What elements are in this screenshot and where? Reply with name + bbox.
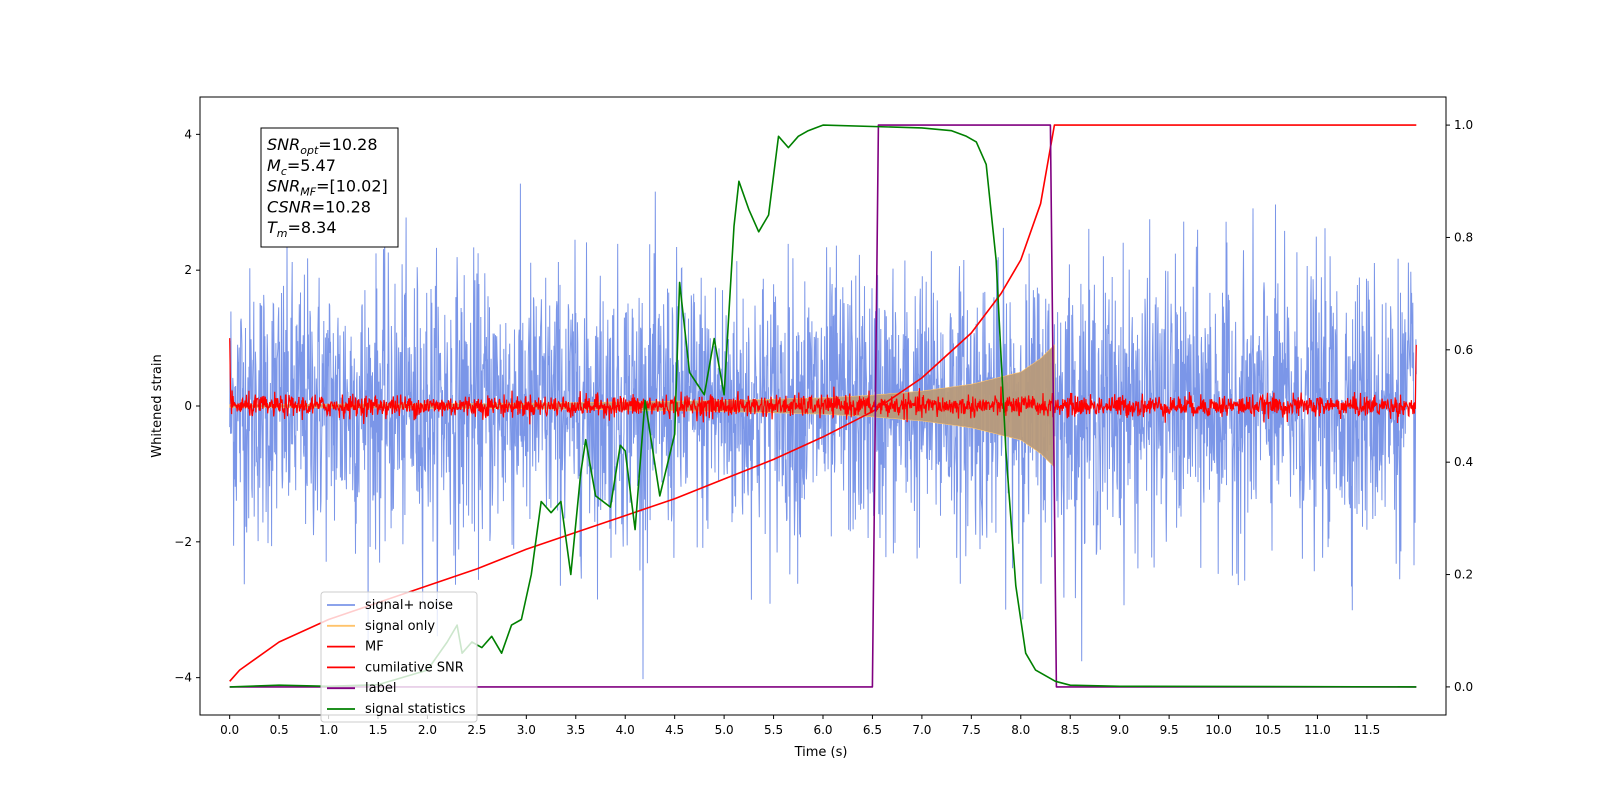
y-right-tick-label: 0.6 xyxy=(1454,343,1473,357)
y-left-tick-label: −2 xyxy=(174,535,192,549)
legend-label: MF xyxy=(365,640,384,655)
legend-label: signal only xyxy=(365,619,435,634)
x-tick-label: 3.0 xyxy=(517,723,536,737)
x-tick-label: 2.0 xyxy=(418,723,437,737)
x-tick-label: 11.0 xyxy=(1304,723,1331,737)
y-right-tick-label: 0.0 xyxy=(1454,680,1473,694)
y-right-tick-label: 0.2 xyxy=(1454,568,1473,582)
x-tick-label: 8.0 xyxy=(1011,723,1030,737)
x-tick-label: 1.5 xyxy=(368,723,387,737)
x-tick-label: 0.5 xyxy=(270,723,289,737)
annotation-line: SNRopt=10.28 xyxy=(267,135,378,157)
x-tick-label: 4.0 xyxy=(616,723,635,737)
x-tick-label: 7.0 xyxy=(912,723,931,737)
legend-label: label xyxy=(365,681,396,696)
y-axis-label: Whitened strain xyxy=(150,354,165,457)
legend-label: cumilative SNR xyxy=(365,660,464,675)
y-left-tick-label: 4 xyxy=(184,127,192,141)
x-tick-label: 10.5 xyxy=(1255,723,1282,737)
x-tick-label: 8.5 xyxy=(1061,723,1080,737)
x-tick-label: 9.5 xyxy=(1160,723,1179,737)
y-right-tick-label: 0.8 xyxy=(1454,230,1473,244)
y-right-tick-label: 0.4 xyxy=(1454,455,1473,469)
x-tick-label: 6.0 xyxy=(813,723,832,737)
x-tick-label: 11.5 xyxy=(1354,723,1381,737)
legend-label: signal statistics xyxy=(365,702,466,717)
annotation-line: CSNR=10.28 xyxy=(267,197,371,216)
x-tick-label: 6.5 xyxy=(863,723,882,737)
y-left-tick-label: −4 xyxy=(174,671,192,685)
y-left-tick-label: 2 xyxy=(184,263,192,277)
annotation-box: SNRopt=10.28Mc=5.47SNRMF=[10.02]CSNR=10.… xyxy=(261,128,398,247)
x-axis-label: Time (s) xyxy=(794,745,848,760)
x-tick-label: 5.5 xyxy=(764,723,783,737)
x-tick-label: 2.5 xyxy=(467,723,486,737)
x-tick-label: 1.0 xyxy=(319,723,338,737)
annotation-line: Mc=5.47 xyxy=(267,156,336,178)
y-right-tick-label: 1.0 xyxy=(1454,118,1473,132)
x-tick-label: 0.0 xyxy=(220,723,239,737)
x-tick-label: 9.0 xyxy=(1110,723,1129,737)
x-tick-label: 7.5 xyxy=(962,723,981,737)
x-tick-label: 4.5 xyxy=(665,723,684,737)
y-left-tick-label: 0 xyxy=(184,399,192,413)
x-tick-label: 10.0 xyxy=(1205,723,1232,737)
x-tick-label: 5.0 xyxy=(715,723,734,737)
legend: signal+ noise signal only MF cumilative SNR… xyxy=(321,592,477,722)
annotation-line: SNRMF=[10.02] xyxy=(267,177,388,199)
x-tick-label: 3.5 xyxy=(566,723,585,737)
legend-label: signal+ noise xyxy=(365,598,453,613)
